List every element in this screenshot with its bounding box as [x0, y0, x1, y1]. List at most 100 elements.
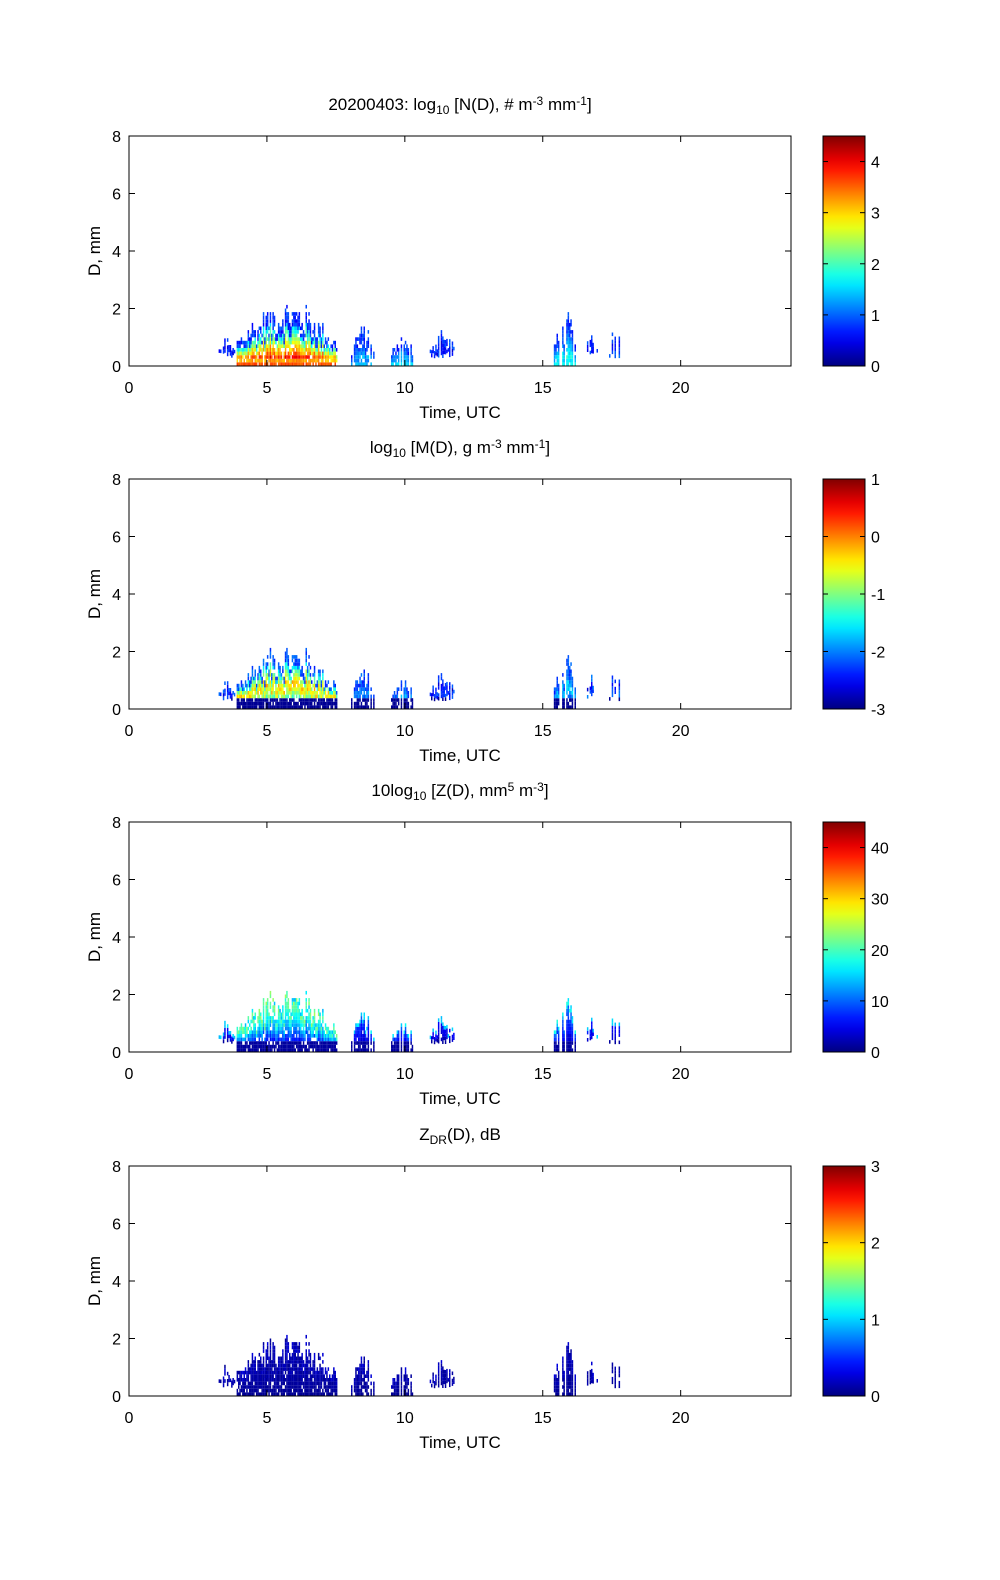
heatmap-cell [298, 1360, 301, 1364]
heatmap-cell [291, 1367, 294, 1371]
heatmap-cell [298, 344, 301, 348]
heatmap-cell [295, 344, 298, 348]
heatmap-cell [334, 701, 336, 706]
heatmap-cell [284, 998, 287, 1002]
heatmap-cell [315, 1388, 317, 1393]
heatmap-cell [360, 1023, 363, 1027]
heatmap-cell [291, 691, 294, 695]
heatmap-cell [400, 355, 403, 359]
heatmap-cell [272, 1342, 274, 1346]
heatmap-cell [243, 1370, 245, 1375]
heatmap-cell [289, 1392, 291, 1396]
heatmap-cell [562, 337, 564, 341]
heatmap-cell [251, 1356, 254, 1361]
heatmap-cell [302, 687, 305, 691]
heatmap-cell [290, 1388, 292, 1393]
heatmap-cell [246, 683, 248, 688]
heatmap-cell [280, 1044, 283, 1049]
heatmap-cell [323, 698, 325, 702]
heatmap-cell [246, 348, 248, 352]
heatmap-cell [277, 1026, 280, 1031]
heatmap-cell [312, 1374, 314, 1378]
heatmap-cell [261, 701, 263, 706]
heatmap-cell [295, 340, 298, 345]
heatmap-cell [298, 1363, 301, 1368]
heatmap-cell [586, 1038, 589, 1042]
y-axis-label: D, mm [85, 226, 104, 276]
heatmap-cell [276, 1385, 279, 1389]
heatmap-cell [366, 1385, 368, 1389]
heatmap-cell [301, 1012, 303, 1017]
heatmap-cell [437, 343, 440, 347]
heatmap-cell [319, 1030, 321, 1034]
heatmap-cell [231, 1036, 233, 1041]
heatmap-cell [322, 1352, 324, 1357]
heatmap-cell [367, 1367, 370, 1371]
heatmap-cell [226, 1035, 229, 1039]
heatmap-cell [262, 1385, 265, 1389]
heatmap-cell [294, 687, 296, 691]
heatmap-cell [567, 362, 570, 366]
heatmap-cell [251, 322, 254, 327]
heatmap-cell [295, 680, 298, 684]
heatmap-cell [272, 319, 274, 323]
heatmap-cell [283, 1363, 285, 1368]
heatmap-cell [435, 1381, 437, 1386]
heatmap-cell [276, 1030, 279, 1034]
heatmap-cell [283, 1378, 285, 1382]
heatmap-cell [567, 340, 570, 345]
x-tick-label: 0 [125, 380, 134, 397]
heatmap-cell [266, 1044, 269, 1049]
heatmap-cell [262, 694, 265, 699]
heatmap-cell [246, 344, 248, 348]
heatmap-cell [331, 344, 334, 348]
heatmap-cell [280, 1367, 283, 1371]
heatmap-cell [224, 688, 226, 693]
heatmap-cell [297, 691, 299, 695]
heatmap-cell [333, 1030, 335, 1034]
heatmap-cell [236, 348, 239, 352]
heatmap-cell [271, 680, 273, 684]
heatmap-cell [313, 694, 316, 699]
heatmap-cell [283, 680, 285, 684]
heatmap-cell [269, 1378, 272, 1382]
heatmap-cell [400, 698, 403, 702]
heatmap-cell [443, 350, 445, 355]
heatmap-cell [393, 698, 396, 702]
heatmap-cell [305, 358, 307, 363]
heatmap-cell [395, 355, 397, 359]
heatmap-cell [280, 701, 283, 706]
heatmap-cell [271, 1044, 273, 1049]
heatmap-cell [440, 1381, 443, 1386]
heatmap-cell [257, 691, 259, 695]
heatmap-cell [453, 1036, 455, 1040]
heatmap-cell [236, 351, 239, 356]
heatmap-cell [567, 319, 570, 323]
heatmap-cell [357, 1378, 360, 1382]
heatmap-cell [291, 355, 294, 359]
heatmap-cell [312, 358, 314, 363]
heatmap-cell [312, 348, 314, 352]
heatmap-cell [291, 312, 294, 316]
heatmap-cell [282, 330, 284, 334]
heatmap-cell [260, 1374, 262, 1378]
title-part: -3 [533, 94, 544, 108]
heatmap-cell [324, 1381, 327, 1386]
heatmap-cell [360, 326, 363, 331]
heatmap-cell [260, 1026, 262, 1031]
heatmap-cell [257, 340, 259, 345]
heatmap-cell [309, 683, 312, 688]
heatmap-cell [397, 1388, 400, 1393]
heatmap-cell [570, 1356, 572, 1361]
heatmap-cell [269, 1374, 272, 1378]
heatmap-cell [373, 1392, 375, 1396]
heatmap-cell [295, 687, 298, 691]
heatmap-cell [432, 1379, 434, 1384]
heatmap-cell [618, 1033, 621, 1037]
heatmap-cell [317, 1381, 320, 1386]
heatmap-cell [359, 698, 361, 702]
heatmap-cell [569, 330, 571, 334]
heatmap-cell [306, 1378, 309, 1382]
heatmap-cell [335, 1041, 338, 1045]
heatmap-cell [363, 676, 365, 681]
